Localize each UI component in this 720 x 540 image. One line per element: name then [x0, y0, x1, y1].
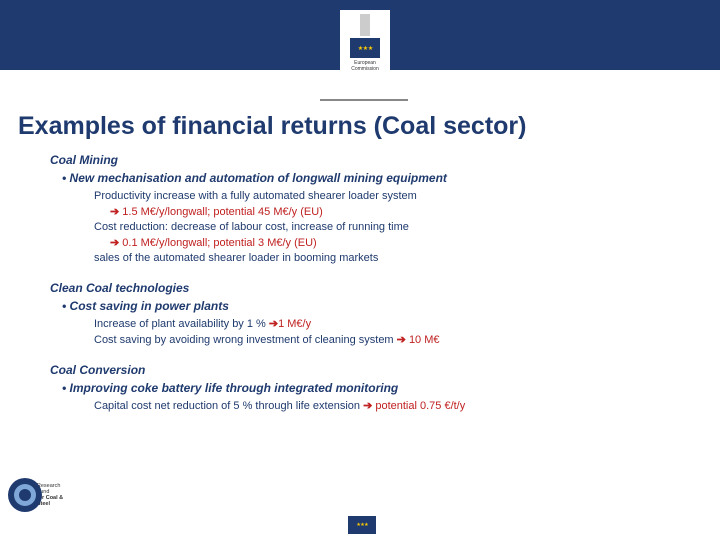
logo-line2: Commission — [351, 66, 379, 72]
ec-logo: ★ ★ ★ European Commission — [340, 10, 390, 95]
s2-d1: Increase of plant availability by 1 % ➔1… — [50, 317, 690, 332]
title-main: Examples of financial returns — [18, 112, 367, 140]
s1-d2: Cost reduction: decrease of labour cost,… — [50, 220, 690, 235]
slide-title: Examples of financial returns (Coal sect… — [18, 112, 526, 141]
logo-underline — [320, 99, 408, 101]
section2-bullet: Cost saving in power plants — [50, 298, 690, 314]
eu-flag-icon: ★ ★ ★ — [350, 38, 380, 58]
arrow-icon: ➔ — [110, 206, 119, 218]
s1-d2a: ➔ 0.1 M€/y/longwall; potential 3 M€/y (E… — [50, 236, 690, 251]
arrow-icon: ➔ — [110, 237, 119, 249]
section2-head: Clean Coal technologies — [50, 280, 690, 296]
s1-d1a: ➔ 1.5 M€/y/longwall; potential 45 M€/y (… — [50, 205, 690, 220]
s1-d1: Productivity increase with a fully autom… — [50, 189, 690, 204]
s2-d1-pre: Increase of plant availability by 1 % — [94, 318, 269, 330]
s3-d1: Capital cost net reduction of 5 % throug… — [50, 399, 690, 414]
section1-head: Coal Mining — [50, 152, 690, 168]
section3-head: Coal Conversion — [50, 362, 690, 378]
arrow-icon: ➔ — [269, 318, 278, 330]
s2-d2-pre: Cost saving by avoiding wrong investment… — [94, 334, 397, 346]
s3-d1-pre: Capital cost net reduction of 5 % throug… — [94, 400, 363, 412]
logo-column — [360, 14, 370, 36]
s2-d2: Cost saving by avoiding wrong investment… — [50, 333, 690, 348]
section3-bullet: Improving coke battery life through inte… — [50, 380, 690, 396]
arrow-icon: ➔ — [363, 400, 372, 412]
s2-d1-val: 1 M€/y — [278, 318, 311, 330]
section1-bullet: New mechanisation and automation of long… — [50, 170, 690, 186]
title-sub: (Coal sector) — [374, 112, 527, 140]
rfcs-logo: Research Fund for Coal & Steel — [8, 474, 68, 516]
swirl-icon — [8, 478, 34, 512]
arrow-icon: ➔ — [397, 334, 406, 346]
logo-text: European Commission — [351, 61, 379, 72]
s1-d3: sales of the automated shearer loader in… — [50, 251, 690, 266]
content-body: Coal Mining New mechanisation and automa… — [50, 152, 690, 415]
s2-d2-val: 10 M€ — [409, 334, 440, 346]
s1-d1a-val: 1.5 M€/y/longwall; potential 45 M€/y (EU… — [122, 206, 323, 218]
footer-eu-flag-icon: ★ ★ ★ — [348, 516, 376, 534]
s1-d2a-val: 0.1 M€/y/longwall; potential 3 M€/y (EU) — [122, 237, 316, 249]
s3-d1-val: potential 0.75 €/t/y — [375, 400, 465, 412]
